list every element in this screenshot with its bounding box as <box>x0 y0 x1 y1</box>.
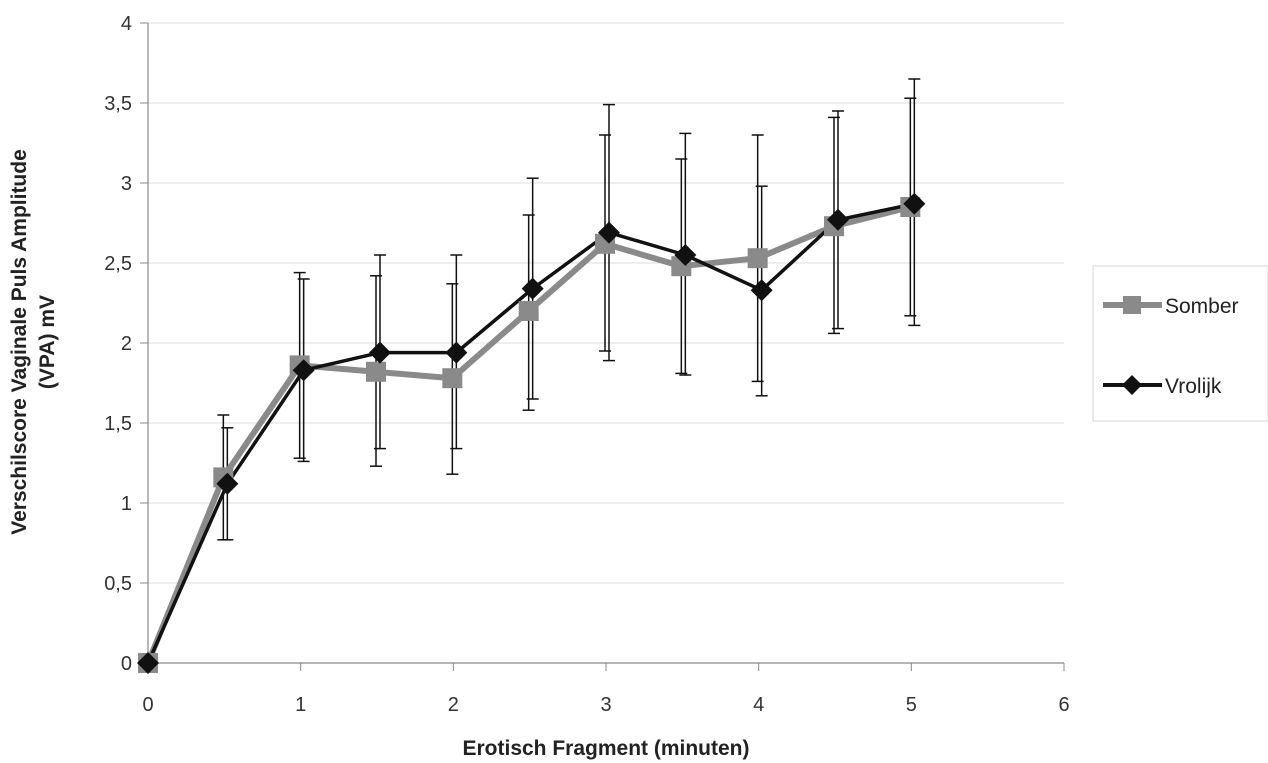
data-point-vrolijk <box>750 279 773 302</box>
y-tick-label: 1,5 <box>104 413 132 435</box>
x-tick-label: 1 <box>295 694 306 716</box>
legend-vrolijk-marker <box>1122 375 1142 395</box>
data-point-vrolijk <box>292 359 315 382</box>
data-series <box>137 192 926 674</box>
y-tick-label: 2,5 <box>104 253 132 275</box>
y-tick-label: 3,5 <box>104 93 132 115</box>
series-line-vrolijk <box>146 202 915 664</box>
data-point-vrolijk <box>369 341 391 364</box>
data-point-vrolijk <box>521 277 544 300</box>
data-point-vrolijk <box>827 208 849 231</box>
y-axis-title-line-2: (VPA) mV <box>36 295 59 389</box>
y-axis-title-group: Verschilscore Vaginale Puls Amplitude (V… <box>8 149 59 535</box>
y-tick-label: 0,5 <box>104 573 132 595</box>
legend-box <box>1092 265 1268 422</box>
x-axis-title: Erotisch Fragment (minuten) <box>462 737 749 760</box>
legend-vrolijk-label: Vrolijk <box>1165 375 1222 398</box>
data-point-somber <box>366 361 386 382</box>
x-tick-label: 3 <box>600 694 611 716</box>
data-point-vrolijk <box>216 472 239 495</box>
data-point-vrolijk <box>903 192 926 215</box>
y-tick-label: 2 <box>121 333 132 355</box>
data-point-vrolijk <box>137 652 159 674</box>
data-point-vrolijk <box>674 244 697 266</box>
y-axis-title-line-1: Verschilscore Vaginale Puls Amplitude <box>8 149 31 535</box>
y-tick-label: 4 <box>121 13 132 35</box>
data-point-vrolijk <box>598 221 620 244</box>
data-point-vrolijk <box>445 341 468 364</box>
x-tick-label: 2 <box>448 694 459 716</box>
data-point-somber <box>442 368 463 389</box>
data-point-somber <box>747 248 768 269</box>
x-tick-label: 6 <box>1058 694 1069 716</box>
x-tick-label: 5 <box>906 694 917 716</box>
legend-somber-marker <box>1123 296 1141 314</box>
axes: 0 0,5 1 1,5 2 2,5 3 3,5 4 0 1 2 3 4 5 6 <box>104 13 1069 716</box>
data-point-somber <box>518 301 539 321</box>
error-bars <box>217 78 921 541</box>
legend-somber-label: Somber <box>1165 295 1239 318</box>
x-tick-label: 0 <box>142 694 153 716</box>
legend: Somber Vrolijk <box>1092 265 1268 422</box>
y-tick-label: 0 <box>121 653 132 675</box>
y-tick-label: 3 <box>121 173 132 195</box>
x-tick-label: 4 <box>753 694 764 716</box>
y-tick-label: 1 <box>121 493 132 515</box>
gridlines <box>148 22 1064 584</box>
